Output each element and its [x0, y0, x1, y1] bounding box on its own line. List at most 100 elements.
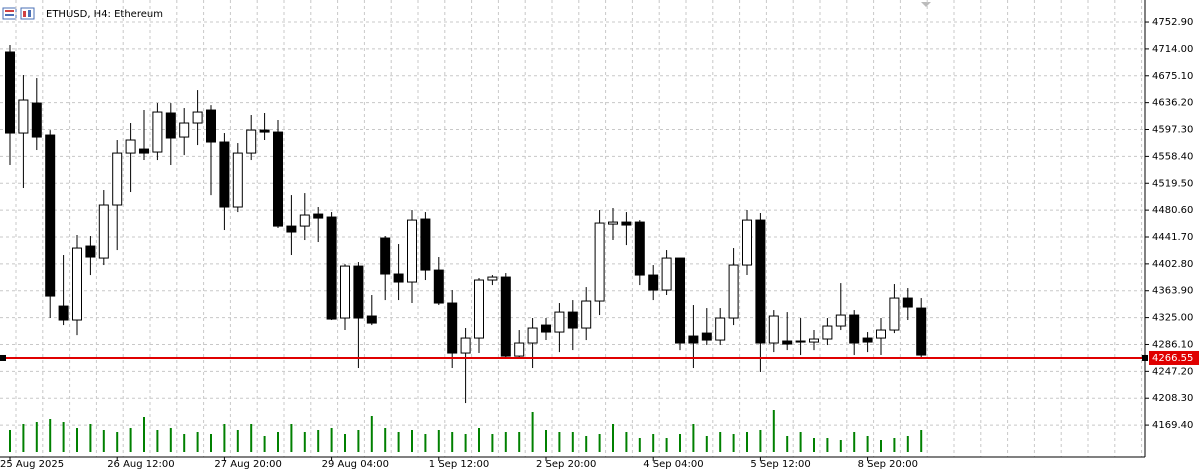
candle-body: [554, 311, 565, 333]
y-tick-label: 4169.40: [1152, 420, 1193, 431]
candle-body: [98, 204, 109, 259]
icon: [5, 14, 14, 16]
candle-body: [259, 129, 270, 133]
x-tick-label: 27 Aug 20:00: [214, 459, 281, 470]
candle-body: [768, 315, 779, 344]
candle-body: [18, 99, 29, 134]
candle-body: [675, 257, 685, 344]
y-tick-label: 4208.30: [1152, 393, 1193, 404]
x-tick-label: 2 Sep 20:00: [536, 459, 596, 470]
y-tick-label: 4286.10: [1152, 339, 1193, 350]
grid: [0, 0, 1145, 457]
y-tick-label: 4363.90: [1152, 286, 1193, 297]
candle-body: [567, 311, 578, 329]
candle-body: [112, 152, 123, 206]
candle-body: [326, 216, 337, 320]
icon: [5, 10, 14, 12]
candle-body: [433, 269, 444, 304]
candle-body: [634, 221, 645, 276]
candle-body: [85, 245, 96, 258]
candle-body: [393, 273, 404, 283]
candle-body: [594, 222, 605, 302]
price-label-box: [1149, 350, 1199, 365]
x-tick-label: 5 Sep 12:00: [750, 459, 810, 470]
candle-body: [608, 221, 618, 225]
candle-body: [648, 274, 659, 291]
y-tick-label: 4597.30: [1152, 125, 1193, 136]
x-tick-label: 8 Sep 20:00: [858, 459, 918, 470]
candle-body: [661, 257, 672, 291]
candle-body: [809, 338, 819, 343]
candle-body: [340, 265, 350, 319]
candle-body: [152, 111, 163, 153]
candle-body: [916, 307, 927, 356]
candle-body: [728, 264, 739, 319]
x-tick-label: 29 Aug 04:00: [322, 459, 389, 470]
icon: [20, 7, 35, 20]
candle-body: [795, 340, 806, 343]
candle-body: [45, 134, 56, 297]
candle-body: [621, 221, 632, 226]
candle-body: [500, 276, 511, 357]
candle-body: [487, 276, 498, 281]
x-tick-label: 4 Sep 04:00: [643, 459, 703, 470]
candle-body: [889, 297, 900, 331]
icon: [2, 7, 17, 20]
icon: [28, 10, 31, 17]
candle-body: [165, 112, 176, 139]
candle-body: [447, 302, 458, 354]
candle-body: [581, 300, 592, 329]
y-tick-label: 4519.50: [1152, 178, 1193, 189]
candle-body: [299, 214, 310, 227]
y-tick-label: 4714.00: [1152, 44, 1193, 55]
candle-body: [514, 342, 525, 357]
y-tick-label: 4675.10: [1152, 71, 1193, 82]
candle-body: [353, 265, 364, 319]
candle-body: [902, 297, 913, 308]
chart-title: ETHUSD, H4: Ethereum: [46, 9, 163, 20]
candle-body: [876, 329, 886, 339]
y-tick-label: 4558.40: [1152, 151, 1193, 162]
candle-body: [755, 219, 766, 344]
x-tick-label: 1 Sep 12:00: [429, 459, 489, 470]
price-line-handle: [1142, 354, 1148, 361]
candle-body: [742, 219, 752, 266]
y-tick-label: 4402.80: [1152, 259, 1193, 270]
price-label: 4266.55: [1152, 353, 1193, 364]
y-tick-label: 4480.60: [1152, 205, 1193, 216]
candle-body: [219, 141, 230, 208]
y-tick-label: 4441.70: [1152, 232, 1193, 243]
candle-body: [380, 237, 391, 275]
candle-body: [541, 324, 551, 333]
candle-body: [5, 51, 15, 134]
candle-body: [31, 102, 42, 138]
candle-body: [125, 139, 136, 154]
candle-body: [179, 122, 190, 138]
y-tick-label: 4325.00: [1152, 313, 1193, 324]
shift-marker: [921, 2, 931, 7]
candle-body: [286, 225, 297, 233]
candle-body: [527, 327, 538, 344]
icon: [23, 11, 26, 17]
candle-body: [420, 218, 431, 271]
y-tick-label: 4752.90: [1152, 17, 1193, 28]
candle-body: [58, 305, 69, 321]
candles: [5, 45, 927, 452]
candle-body: [246, 129, 257, 154]
candle-body: [460, 337, 471, 354]
candle-body: [232, 152, 243, 208]
candle-body: [782, 340, 793, 345]
x-tick-label: 26 Aug 12:00: [107, 459, 174, 470]
candle-body: [72, 247, 82, 321]
candle-body: [407, 219, 417, 283]
plot-area: [0, 0, 1145, 457]
candle-body: [474, 279, 484, 339]
candle-body: [688, 335, 699, 344]
candle-body: [313, 213, 324, 219]
candle-body: [366, 315, 377, 324]
candle-body: [822, 325, 833, 340]
price-line-handle: [0, 354, 6, 361]
candle-body: [139, 148, 149, 154]
candle-body: [701, 332, 712, 341]
candle-body: [273, 131, 283, 227]
